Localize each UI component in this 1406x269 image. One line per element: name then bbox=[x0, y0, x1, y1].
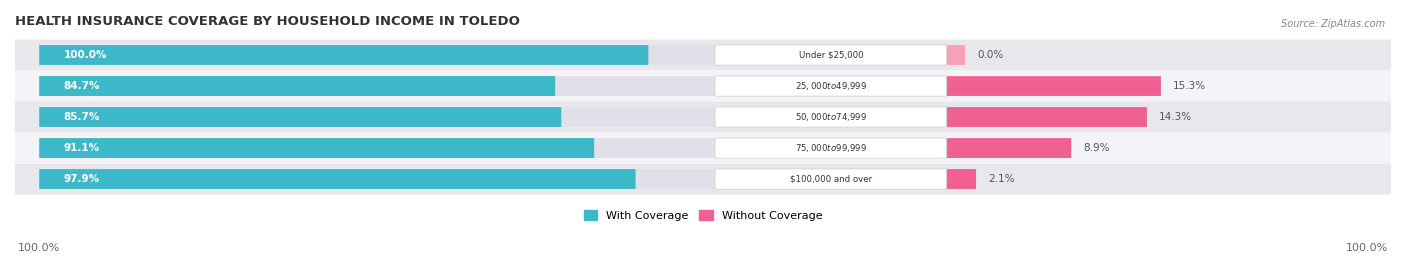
Legend: With Coverage, Without Coverage: With Coverage, Without Coverage bbox=[579, 206, 827, 225]
Text: Source: ZipAtlas.com: Source: ZipAtlas.com bbox=[1281, 19, 1385, 29]
Text: Under $25,000: Under $25,000 bbox=[799, 51, 863, 59]
FancyBboxPatch shape bbox=[39, 76, 721, 96]
FancyBboxPatch shape bbox=[39, 76, 555, 96]
Text: HEALTH INSURANCE COVERAGE BY HOUSEHOLD INCOME IN TOLEDO: HEALTH INSURANCE COVERAGE BY HOUSEHOLD I… bbox=[15, 15, 520, 28]
Text: 2.1%: 2.1% bbox=[988, 174, 1015, 184]
FancyBboxPatch shape bbox=[39, 169, 721, 189]
Text: 100.0%: 100.0% bbox=[18, 243, 60, 253]
FancyBboxPatch shape bbox=[39, 107, 721, 127]
Text: 84.7%: 84.7% bbox=[63, 81, 100, 91]
Text: 97.9%: 97.9% bbox=[63, 174, 100, 184]
FancyBboxPatch shape bbox=[39, 45, 648, 65]
Text: 0.0%: 0.0% bbox=[977, 50, 1004, 60]
FancyBboxPatch shape bbox=[39, 169, 636, 189]
Text: 100.0%: 100.0% bbox=[63, 50, 107, 60]
FancyBboxPatch shape bbox=[15, 164, 1391, 194]
Text: 15.3%: 15.3% bbox=[1173, 81, 1206, 91]
Text: 8.9%: 8.9% bbox=[1084, 143, 1109, 153]
FancyBboxPatch shape bbox=[716, 76, 946, 96]
Text: 85.7%: 85.7% bbox=[63, 112, 100, 122]
FancyBboxPatch shape bbox=[946, 107, 1147, 127]
FancyBboxPatch shape bbox=[39, 138, 595, 158]
FancyBboxPatch shape bbox=[716, 107, 946, 127]
Text: $25,000 to $49,999: $25,000 to $49,999 bbox=[794, 80, 868, 92]
Text: 100.0%: 100.0% bbox=[1346, 243, 1388, 253]
FancyBboxPatch shape bbox=[15, 40, 1391, 70]
FancyBboxPatch shape bbox=[15, 70, 1391, 101]
FancyBboxPatch shape bbox=[39, 138, 721, 158]
FancyBboxPatch shape bbox=[946, 138, 1071, 158]
Text: 91.1%: 91.1% bbox=[63, 143, 100, 153]
Text: 14.3%: 14.3% bbox=[1159, 112, 1192, 122]
FancyBboxPatch shape bbox=[716, 45, 946, 65]
FancyBboxPatch shape bbox=[39, 107, 561, 127]
FancyBboxPatch shape bbox=[15, 101, 1391, 133]
FancyBboxPatch shape bbox=[946, 169, 976, 189]
FancyBboxPatch shape bbox=[39, 45, 721, 65]
FancyBboxPatch shape bbox=[15, 133, 1391, 164]
FancyBboxPatch shape bbox=[716, 138, 946, 158]
Text: $75,000 to $99,999: $75,000 to $99,999 bbox=[794, 142, 868, 154]
FancyBboxPatch shape bbox=[946, 76, 1161, 96]
FancyBboxPatch shape bbox=[946, 45, 965, 65]
Text: $50,000 to $74,999: $50,000 to $74,999 bbox=[794, 111, 868, 123]
FancyBboxPatch shape bbox=[716, 169, 946, 189]
Text: $100,000 and over: $100,000 and over bbox=[790, 175, 872, 183]
